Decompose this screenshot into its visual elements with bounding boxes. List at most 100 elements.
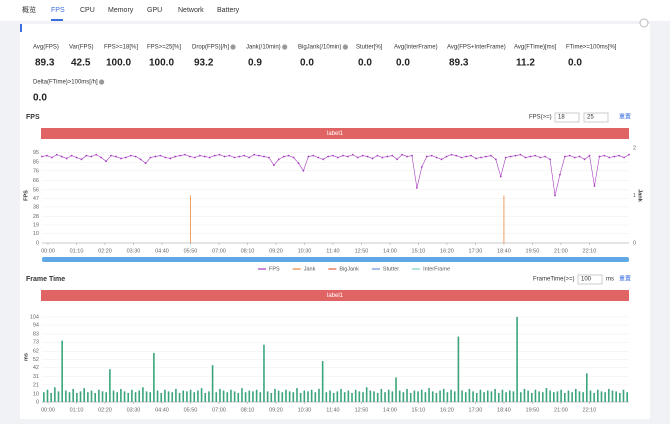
y-tick-label: 47	[33, 196, 39, 202]
fps-point	[287, 154, 290, 157]
fps-point	[292, 156, 295, 159]
x-tick-label: 18:40	[497, 407, 511, 413]
y-tick-label: 62	[33, 349, 39, 355]
y-tick-label: 10	[33, 231, 39, 237]
y-tick-label: 94	[33, 323, 39, 329]
fps-point	[489, 154, 492, 157]
stat-value: 89.3	[35, 58, 55, 69]
y2-tick-label: 0	[633, 240, 636, 246]
fps-point	[120, 157, 122, 160]
tab[interactable]: Network	[178, 7, 204, 14]
label-bar	[41, 290, 629, 301]
x-tick-label: 08:10	[241, 248, 255, 254]
fps-point	[327, 155, 330, 158]
tab[interactable]: 概览	[22, 5, 36, 14]
stat-value: 42.5	[71, 58, 91, 69]
fps-point	[524, 156, 527, 159]
fps-point	[411, 154, 413, 157]
reset-button[interactable]: 重置	[619, 113, 631, 121]
fps-point	[85, 154, 88, 157]
tab-bar	[0, 0, 670, 21]
fps-point	[608, 156, 611, 159]
fps-point	[534, 154, 537, 157]
x-tick-label: 07:00	[212, 407, 226, 413]
help-icon	[282, 44, 288, 50]
fps-point	[376, 154, 379, 157]
fps-point	[164, 156, 167, 159]
y-tick-label: 56	[33, 187, 39, 193]
fps-point	[100, 156, 103, 159]
fps-point	[445, 155, 448, 158]
threshold-input[interactable]	[554, 112, 580, 123]
fps-point	[144, 162, 147, 165]
stat-label: Drop(FPS)[/h]	[192, 45, 229, 51]
legend-label: FPS	[269, 266, 280, 272]
fps-point	[465, 155, 468, 158]
y-tick-label: 95	[33, 150, 39, 156]
threshold-value: 18	[558, 115, 565, 121]
fps-point	[60, 155, 63, 158]
fps-point	[302, 169, 305, 172]
fps-point	[529, 155, 532, 158]
fps-point	[179, 154, 182, 157]
stat-value: 89.3	[449, 58, 469, 69]
fps-point	[628, 153, 630, 156]
label-bar	[41, 128, 629, 139]
threshold-value: 100	[581, 277, 592, 283]
x-tick-label: 03:30	[127, 407, 141, 413]
threshold-input[interactable]	[583, 112, 609, 123]
reset-button[interactable]: 重置	[619, 275, 631, 283]
fps-point	[55, 153, 58, 156]
fps-point	[115, 155, 117, 158]
help-icon	[230, 44, 236, 50]
tab[interactable]: FPS	[51, 7, 65, 14]
stat-value: 0.0	[568, 58, 582, 69]
fps-point	[396, 158, 399, 161]
x-tick-label: 18:40	[497, 248, 511, 254]
fps-point	[149, 156, 152, 159]
tab[interactable]: CPU	[80, 7, 95, 14]
fps-point	[578, 155, 581, 158]
y-tick-label: 38	[33, 204, 39, 210]
x-tick-label: 05:50	[184, 407, 198, 413]
fps-point	[499, 175, 502, 178]
legend-label: Stutter	[383, 266, 399, 272]
stat-label: Avg(FPS+InterFrame)	[447, 45, 506, 51]
collapse-icon[interactable]	[639, 18, 649, 28]
fps-point	[494, 158, 497, 161]
fps-point	[198, 154, 201, 157]
x-tick-label: 19:50	[526, 248, 540, 254]
fps-point	[623, 156, 625, 159]
stat-value: 0.0	[396, 58, 410, 69]
section-marker	[20, 24, 22, 32]
fps-point	[50, 156, 53, 159]
fps-point	[243, 154, 246, 157]
fps-point	[470, 154, 473, 157]
legend-label: InterFrame	[423, 266, 450, 272]
zoom-slider[interactable]	[42, 257, 629, 262]
threshold-input[interactable]	[577, 274, 603, 285]
fps-point	[450, 153, 453, 156]
x-tick-label: 01:10	[70, 248, 84, 254]
fps-point	[346, 155, 349, 158]
x-tick-label: 01:10	[70, 407, 84, 413]
fps-point	[233, 156, 236, 159]
stat-label: FTime>=100ms[%]	[566, 45, 617, 51]
tab[interactable]: Battery	[217, 7, 240, 14]
legend-label: Jank	[304, 266, 316, 272]
x-tick-label: 21:00	[554, 407, 568, 413]
fps-point	[203, 155, 206, 158]
tab[interactable]: GPU	[147, 7, 162, 14]
fps-point	[351, 153, 354, 156]
y2-tick-label: 1	[633, 193, 636, 199]
fps-point	[46, 154, 48, 157]
fps-point	[440, 158, 443, 161]
y-axis-label: ms	[23, 353, 29, 361]
fps-point	[381, 156, 384, 159]
tab[interactable]: Memory	[108, 7, 134, 14]
fps-point	[480, 156, 482, 159]
stat-label: FPS>=18[%]	[104, 45, 138, 51]
x-tick-label: 11:40	[326, 407, 339, 413]
x-tick-label: 14:00	[383, 248, 397, 254]
